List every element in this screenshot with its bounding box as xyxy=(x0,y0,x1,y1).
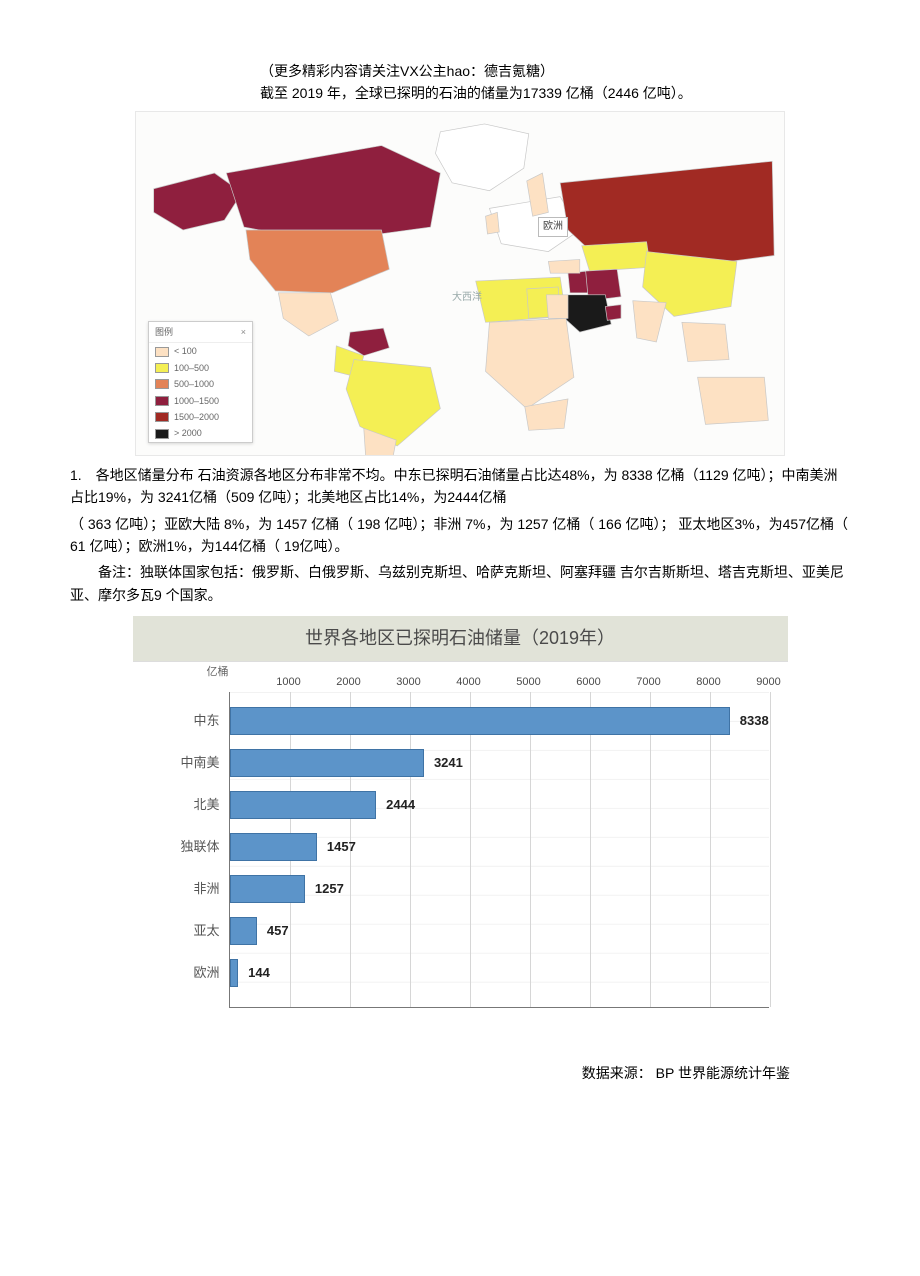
regional-reserves-chart: 世界各地区已探明石油储量（2019年） 亿桶 1000 2000 3000 4000 5… xyxy=(133,616,788,1026)
chart-gridline xyxy=(770,692,771,1007)
chart-xtick-label: 1000 xyxy=(276,674,300,692)
map-country-brazil xyxy=(346,359,440,445)
world-oil-map: 欧洲 大西洋 图例 × < 100 100–500 500–1000 1000–150… xyxy=(135,111,785,456)
chart-xtick-label: 6000 xyxy=(576,674,600,692)
chart-xtick-label: 3000 xyxy=(396,674,420,692)
map-legend-title: 图例 xyxy=(155,325,173,339)
chart-row: 中南美3241 xyxy=(230,748,463,778)
map-legend-label: 1500–2000 xyxy=(174,410,219,424)
chart-gridline xyxy=(530,692,531,1007)
map-label-atlantic: 大西洋 xyxy=(452,290,482,306)
map-legend-label: 1000–1500 xyxy=(174,394,219,408)
map-legend-row: > 2000 xyxy=(149,425,252,441)
map-country-mexico xyxy=(278,293,338,336)
chart-category-label: 独联体 xyxy=(158,837,230,858)
map-country-venezuela xyxy=(348,328,389,355)
chart-bar xyxy=(230,707,730,735)
section-1-text-a: 1. 各地区储量分布 石油资源各地区分布非常不均。中东已探明石油储量占比达48%… xyxy=(70,464,850,509)
chart-bar xyxy=(230,833,317,861)
map-label-europe: 欧洲 xyxy=(538,217,568,237)
chart-row: 非洲1257 xyxy=(230,874,344,904)
map-country-kazakhstan xyxy=(582,242,651,271)
chart-category-label: 中东 xyxy=(158,711,230,732)
chart-bar xyxy=(230,959,239,987)
map-legend-label: < 100 xyxy=(174,344,197,358)
chart-bar xyxy=(230,791,377,819)
chart-bar xyxy=(230,875,305,903)
map-country-india xyxy=(633,300,666,341)
section-1-text-b: （ 363 亿吨）；亚欧大陆 8%，为 1457 亿桶（ 198 亿吨）；非洲 … xyxy=(70,513,850,558)
map-country-egypt xyxy=(546,295,568,319)
map-legend-label: > 2000 xyxy=(174,426,202,440)
chart-value-label: 144 xyxy=(248,963,270,984)
map-country-australia xyxy=(698,377,769,424)
map-legend-swatch xyxy=(155,396,169,406)
chart-row: 北美2444 xyxy=(230,790,416,820)
map-legend-swatch xyxy=(155,347,169,357)
map-legend-swatch xyxy=(155,429,169,439)
map-legend-swatch xyxy=(155,412,169,422)
chart-value-label: 8338 xyxy=(740,711,769,732)
map-legend-swatch xyxy=(155,379,169,389)
map-country-uae-qatar xyxy=(605,304,621,320)
chart-value-label: 1257 xyxy=(315,879,344,900)
chart-plot-area: 中东8338 中南美3241 北美2444 独联体1457 非洲1257 亚太457 欧洲1… xyxy=(229,692,769,1008)
chart-row: 中东8338 xyxy=(230,706,769,736)
chart-xtick-label: 9000 xyxy=(756,674,780,692)
chart-value-label: 3241 xyxy=(434,753,463,774)
intro-line1: （更多精彩内容请关注VX公主hao：德吉氪糖） xyxy=(260,60,850,82)
map-legend-row: 100–500 xyxy=(149,360,252,376)
chart-xtick-label: 8000 xyxy=(696,674,720,692)
chart-title: 世界各地区已探明石油储量（2019年） xyxy=(133,616,788,661)
chart-gridline xyxy=(710,692,711,1007)
chart-y-unit: 亿桶 xyxy=(207,664,229,682)
map-legend-row: 500–1000 xyxy=(149,376,252,392)
chart-value-label: 1457 xyxy=(327,837,356,858)
chart-gridline xyxy=(470,692,471,1007)
chart-bar xyxy=(230,749,424,777)
map-legend: 图例 × < 100 100–500 500–1000 1000–1500 1500–2… xyxy=(148,321,253,443)
map-country-iraq xyxy=(568,271,588,293)
chart-gridline xyxy=(650,692,651,1007)
data-source: 数据来源： BP 世界能源统计年鉴 xyxy=(70,1062,790,1084)
chart-xtick-label: 7000 xyxy=(636,674,660,692)
chart-xtick-label: 2000 xyxy=(336,674,360,692)
chart-category-label: 非洲 xyxy=(158,879,230,900)
map-country-se-asia xyxy=(682,322,729,361)
chart-bar xyxy=(230,917,257,945)
map-legend-swatch xyxy=(155,363,169,373)
map-country-usa xyxy=(246,230,389,293)
chart-gridline xyxy=(410,692,411,1007)
map-country-canada xyxy=(226,145,440,241)
chart-xtick-label: 4000 xyxy=(456,674,480,692)
chart-value-label: 2444 xyxy=(386,795,415,816)
close-icon: × xyxy=(241,325,246,339)
map-legend-row: < 100 xyxy=(149,343,252,359)
map-legend-row: 1000–1500 xyxy=(149,393,252,409)
chart-category-label: 欧洲 xyxy=(158,963,230,984)
map-country-greenland xyxy=(435,124,528,191)
chart-category-label: 中南美 xyxy=(158,753,230,774)
map-country-turkey xyxy=(548,259,579,273)
map-country-uk xyxy=(486,212,500,234)
chart-row: 独联体1457 xyxy=(230,832,356,862)
chart-value-label: 457 xyxy=(267,921,289,942)
chart-gridline xyxy=(590,692,591,1007)
chart-row: 亚太457 xyxy=(230,916,289,946)
chart-x-axis: 100020003000400050006000700080009000 xyxy=(229,674,769,692)
intro-line2: 截至 2019 年，全球已探明的石油的储量为17339 亿桶（2446 亿吨）。 xyxy=(260,82,850,104)
section-1-note: 备注：独联体国家包括：俄罗斯、白俄罗斯、乌兹别克斯坦、哈萨克斯坦、阿塞拜疆 吉尔… xyxy=(70,561,850,606)
map-country-c-africa xyxy=(486,318,574,408)
chart-category-label: 亚太 xyxy=(158,921,230,942)
intro-block: （更多精彩内容请关注VX公主hao：德吉氪糖） 截至 2019 年，全球已探明的… xyxy=(260,60,850,105)
map-legend-label: 100–500 xyxy=(174,361,209,375)
map-legend-label: 500–1000 xyxy=(174,377,214,391)
chart-xtick-label: 5000 xyxy=(516,674,540,692)
map-legend-row: 1500–2000 xyxy=(149,409,252,425)
chart-row: 欧洲144 xyxy=(230,958,270,988)
chart-category-label: 北美 xyxy=(158,795,230,816)
